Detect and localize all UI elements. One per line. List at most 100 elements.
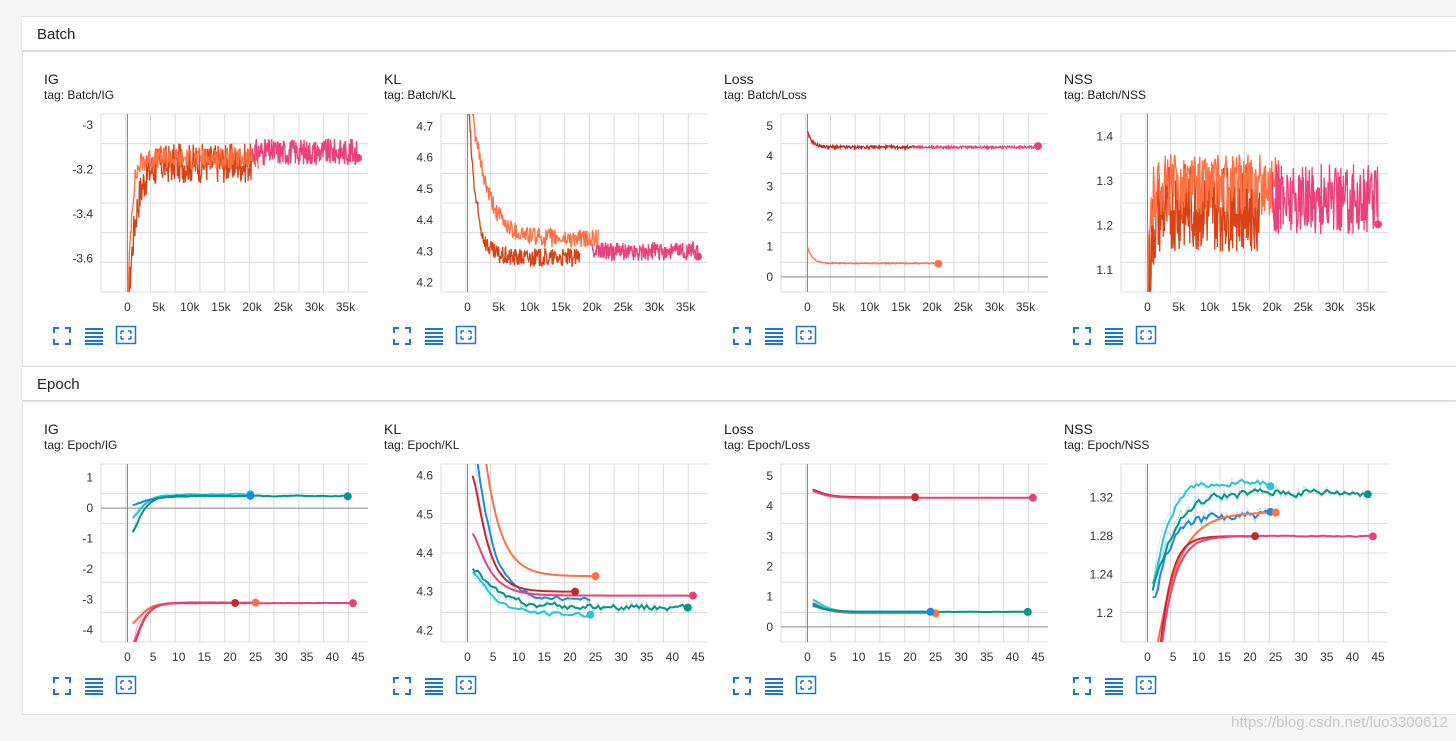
series-end-dot xyxy=(934,259,943,268)
list-icon[interactable] xyxy=(423,675,445,695)
series-end-dot xyxy=(1028,493,1037,502)
series-line-run-3 xyxy=(591,240,699,262)
x-tick-label: 15 xyxy=(538,650,552,664)
series-end-dot xyxy=(1251,532,1260,541)
x-tick-label: 35 xyxy=(640,650,654,664)
x-tick-label: 20k xyxy=(922,300,942,314)
x-tick-label: 35k xyxy=(676,300,696,314)
expand-icon[interactable] xyxy=(51,675,73,695)
x-tick-label: 30k xyxy=(645,300,665,314)
list-icon[interactable] xyxy=(423,325,445,345)
expand-icon[interactable] xyxy=(1071,675,1093,695)
series-raw-line xyxy=(133,602,236,642)
chart-title: Loss xyxy=(724,421,754,437)
chart-plot: 0 5k 10k 15k 20k 25k 30k 35k -3 -3.2 -3.4 -3.6 xyxy=(72,113,368,314)
x-tick-label: 5 xyxy=(1170,650,1177,664)
y-tick-label: -3.6 xyxy=(72,252,93,266)
series-end-dot xyxy=(1363,490,1372,499)
fit-domain-icon[interactable] xyxy=(1135,325,1157,345)
series-line-run-1 xyxy=(128,143,253,292)
chart-title: KL xyxy=(384,71,402,87)
x-tick-label: 20k xyxy=(582,300,602,314)
chart-plot: 0 5k 10k 15k 20k 25k 30k 35k 1.4 1.3 1.2 1.1 xyxy=(1096,113,1388,314)
series-end-dot xyxy=(251,598,260,607)
series-end-dot xyxy=(231,598,240,607)
section-header-epoch[interactable]: Epoch xyxy=(22,366,1456,401)
chart-card: Loss tag: Epoch/Loss 0 5 10 15 20 25 30 35 40 45 5 4 3… xyxy=(703,417,1048,717)
chart-plot: 0 5k 10k 15k 20k 25k 30k 35k 4.7 4.6 4.5 4.4 4.3 4.2 xyxy=(416,113,708,314)
fit-domain-icon[interactable] xyxy=(455,325,477,345)
series-line-run-1 xyxy=(468,114,581,268)
x-tick-label: 15 xyxy=(198,650,212,664)
fit-domain-icon[interactable] xyxy=(455,675,477,695)
expand-icon[interactable] xyxy=(391,325,413,345)
chart-card: Loss tag: Batch/Loss 0 5k 10k 15k 20k 25k 30k 35k… xyxy=(703,67,1048,367)
y-tick-label: 1.4 xyxy=(1096,129,1113,143)
series-line-run-3 xyxy=(912,143,1039,151)
section-header-batch[interactable]: Batch xyxy=(22,16,1456,51)
series-line-run-3 xyxy=(251,138,359,167)
y-tick-label: 1 xyxy=(766,590,773,604)
x-tick-label: 40 xyxy=(1006,650,1020,664)
expand-icon[interactable] xyxy=(51,325,73,345)
y-tick-label: 3 xyxy=(766,179,773,193)
y-tick-label: 4 xyxy=(766,499,773,513)
x-tick-label: 10 xyxy=(512,650,526,664)
fit-domain-icon[interactable] xyxy=(795,675,817,695)
chart-card: KL tag: Epoch/KL 0 5 10 15 20 25 30 35 40 45 4.6 4.5 4… xyxy=(363,417,708,717)
series-raw-line xyxy=(472,114,599,248)
list-icon[interactable] xyxy=(763,325,785,345)
y-tick-label: 4 xyxy=(766,149,773,163)
x-tick-label: 0 xyxy=(804,300,811,314)
expand-icon[interactable] xyxy=(731,675,753,695)
x-tick-label: 0 xyxy=(1144,300,1151,314)
list-icon[interactable] xyxy=(1103,675,1125,695)
series-end-dot xyxy=(1271,508,1280,517)
chart-title: IG xyxy=(44,71,59,87)
series-line-run-2 xyxy=(806,246,939,266)
list-icon[interactable] xyxy=(83,325,105,345)
list-icon[interactable] xyxy=(763,675,785,695)
expand-icon[interactable] xyxy=(731,325,753,345)
x-tick-label: 5k xyxy=(832,300,846,314)
series-end-dot xyxy=(1368,532,1377,541)
chart-title: NSS xyxy=(1064,71,1093,87)
y-tick-label: 1 xyxy=(86,471,93,485)
y-tick-label: 0 xyxy=(766,270,773,284)
fit-domain-icon[interactable] xyxy=(1135,675,1157,695)
x-tick-label: 45 xyxy=(691,650,705,664)
list-icon[interactable] xyxy=(83,675,105,695)
x-tick-label: 20 xyxy=(1243,650,1257,664)
x-tick-label: 5k xyxy=(152,300,166,314)
expand-icon[interactable] xyxy=(391,675,413,695)
y-tick-label: 4.4 xyxy=(416,546,433,560)
list-icon[interactable] xyxy=(1103,325,1125,345)
x-tick-label: 35 xyxy=(980,650,994,664)
y-tick-label: 4.5 xyxy=(416,182,433,196)
x-tick-label: 10k xyxy=(180,300,200,314)
y-tick-label: 4.4 xyxy=(416,213,433,227)
chart-plot: 0 5 10 15 20 25 30 35 40 45 1.32 1.28 1.24 1.2 xyxy=(1090,463,1388,664)
series-line-run-a xyxy=(471,571,591,618)
series-end-dot xyxy=(354,153,363,162)
series-end-dot xyxy=(1266,482,1275,491)
x-tick-label: 30 xyxy=(615,650,629,664)
chart-plot: 0 5 10 15 20 25 30 35 40 45 4.6 4.5 4.4 4.3 4.2 xyxy=(416,463,708,664)
x-tick-label: 0 xyxy=(1144,650,1151,664)
chart-tag: tag: Batch/KL xyxy=(384,88,457,102)
x-tick-label: 25k xyxy=(1294,300,1314,314)
x-tick-label: 30 xyxy=(1295,650,1309,664)
x-tick-label: 20k xyxy=(1262,300,1282,314)
fit-domain-icon[interactable] xyxy=(115,675,137,695)
fit-domain-icon[interactable] xyxy=(795,325,817,345)
y-tick-label: 0 xyxy=(86,501,93,515)
x-tick-label: 25 xyxy=(929,650,943,664)
series-end-dot xyxy=(694,252,703,261)
fit-domain-icon[interactable] xyxy=(115,325,137,345)
series-line-run-1 xyxy=(806,130,920,151)
y-tick-label: 3 xyxy=(766,529,773,543)
x-tick-label: 35k xyxy=(1356,300,1376,314)
expand-icon[interactable] xyxy=(1071,325,1093,345)
series-end-dot xyxy=(348,599,357,608)
